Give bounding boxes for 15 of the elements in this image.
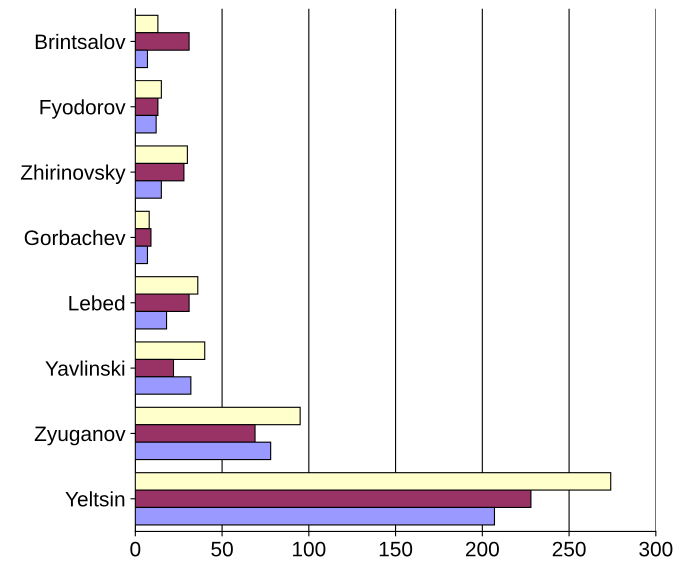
x-tick-label: 150 <box>380 542 412 556</box>
x-tick-label: 300 <box>639 542 672 556</box>
y-tick-label: Gorbachev <box>24 230 126 246</box>
y-tick-label: Zhirinovsky <box>20 164 126 184</box>
y-tick-label: Yavlinski <box>45 360 124 376</box>
x-tick-label: 0 <box>130 542 140 556</box>
y-tick-label: Lebed <box>69 295 124 311</box>
x-tick-label: 200 <box>466 542 499 556</box>
y-tick-label: Fyodorov <box>40 99 126 119</box>
y-tick-label: Brintsalov <box>36 34 126 50</box>
y-tick-label: Zyuganov <box>34 426 126 446</box>
x-tick-label: 250 <box>552 542 586 556</box>
x-tick-label: 100 <box>293 542 326 556</box>
x-tick-label: 50 <box>211 542 233 556</box>
y-tick-label: Yeltsin <box>65 491 124 507</box>
